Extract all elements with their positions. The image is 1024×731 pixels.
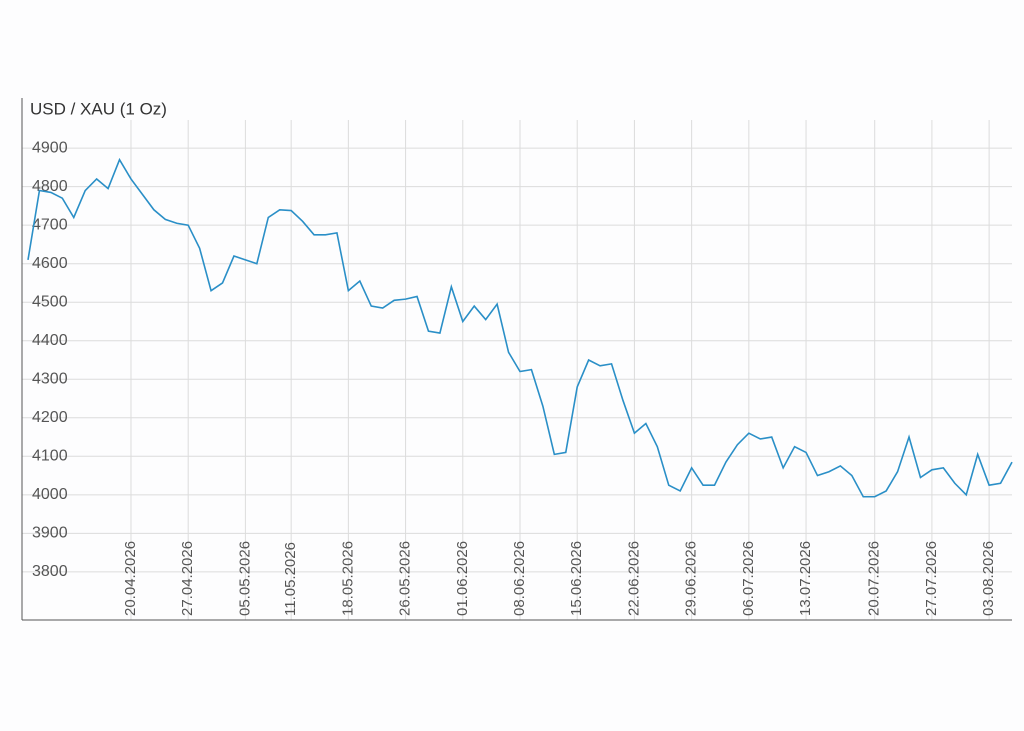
x-tick-label: 27.07.2026: [923, 541, 940, 616]
y-tick-label: 4000: [32, 486, 68, 503]
y-tick-label: 4500: [32, 293, 68, 310]
x-tick-label: 26.05.2026: [397, 541, 414, 616]
x-tick-label: 29.06.2026: [683, 541, 700, 616]
x-tick-label: 05.05.2026: [236, 541, 253, 616]
x-tick-label: 01.06.2026: [454, 541, 471, 616]
x-tick-label: 08.06.2026: [511, 541, 528, 616]
y-tick-label: 4700: [32, 216, 68, 233]
x-tick-label: 13.07.2026: [797, 541, 814, 616]
y-tick-label: 4100: [32, 448, 68, 465]
x-tick-label: 18.05.2026: [339, 541, 356, 616]
x-tick-label: 20.07.2026: [866, 541, 883, 616]
x-tick-label: 22.06.2026: [625, 541, 642, 616]
y-tick-label: 4200: [32, 409, 68, 426]
y-tick-label: 3900: [32, 525, 68, 542]
y-tick-label: 4400: [32, 332, 68, 349]
line: [27, 157, 1013, 498]
y-tick-label: 4900: [32, 139, 68, 156]
x-tick-label: 27.04.2026: [179, 541, 196, 616]
x-tick-label: 15.06.2026: [568, 541, 585, 616]
x-tick-label: 06.07.2026: [740, 541, 757, 616]
y-tick-label: 3800: [32, 563, 68, 580]
x-tick-label: 03.08.2026: [980, 541, 997, 616]
x-tick-label: 20.04.2026: [122, 541, 139, 616]
y-tick-label: 4300: [32, 370, 68, 387]
x-tick-label: 11.05.2026: [282, 542, 299, 616]
y-tick-label: 4600: [32, 255, 68, 272]
chart-title: USD / XAU (1 Oz): [30, 99, 167, 118]
